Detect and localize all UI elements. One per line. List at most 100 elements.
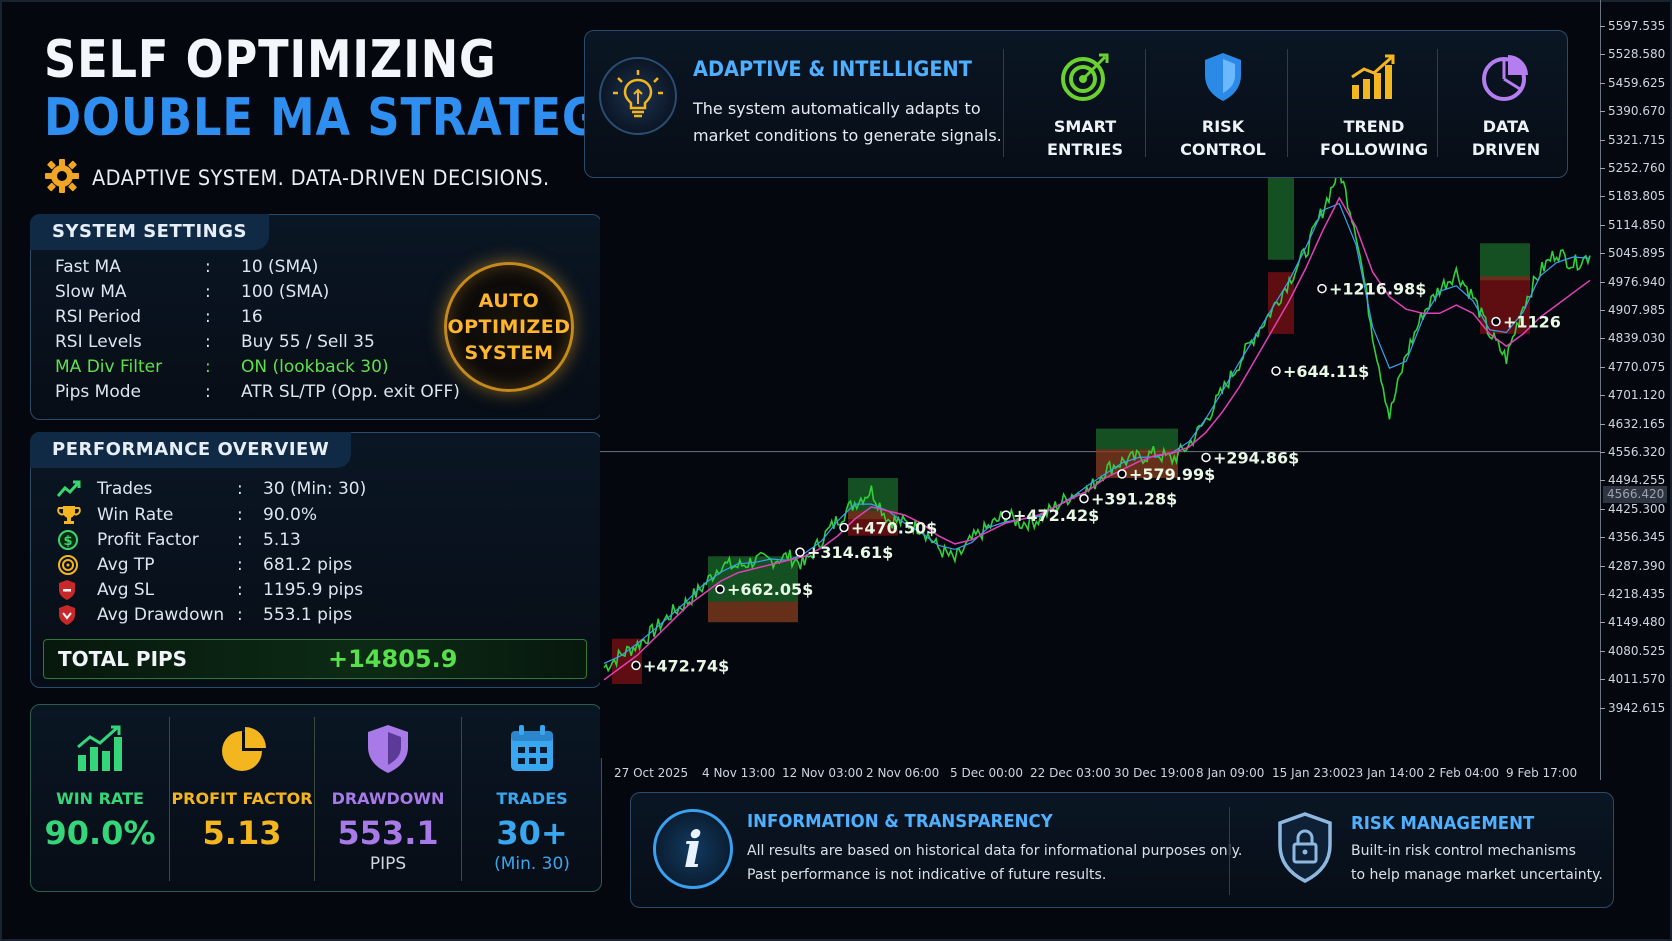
perf-sep: :	[237, 555, 243, 575]
price-tick-label: 5528.580	[1608, 47, 1666, 62]
divider	[1003, 49, 1004, 157]
setting-key: RSI Period	[55, 307, 142, 327]
feature-label: RISK CONTROL	[1180, 115, 1266, 161]
risk-line: to help manage market uncertainty.	[1351, 867, 1603, 883]
price-axis: 5597.535 5528.580 5459.625 5390.670 5321.715…	[1600, 0, 1672, 780]
page-subtitle: ADAPTIVE SYSTEM. DATA-DRIVEN DECISIONS.	[44, 158, 589, 198]
date-tick-label: 4 Nov 13:00	[702, 766, 776, 780]
trade-profit-label: +314.61$	[807, 543, 893, 562]
dollar-icon: $	[57, 529, 97, 551]
trade-profit-label: +391.28$	[1091, 490, 1177, 509]
perf-value: 5.13	[263, 530, 301, 550]
price-chart[interactable]: +472.74$ +662.05$ +314.61$ +470.50$ +472.42$…	[600, 178, 1600, 758]
stat-label: DRAWDOWN	[331, 789, 445, 808]
info-line: Past performance is not indicative of fu…	[747, 867, 1107, 883]
shield-icon	[364, 723, 412, 779]
price-tick-mark	[1600, 82, 1605, 84]
trade-marker	[1001, 510, 1011, 520]
stat-win-rate: WIN RATE 90.0%	[31, 705, 169, 893]
feature-label: SMART ENTRIES	[1047, 115, 1123, 161]
stat-label: TRADES	[496, 789, 568, 808]
perf-value: 90.0%	[263, 505, 318, 525]
perf-value: 1195.9 pips	[263, 580, 364, 600]
price-tick-label: 4907.985	[1608, 303, 1666, 317]
perf-value: 553.1 pips	[263, 605, 353, 625]
trade-profit-label: +294.86$	[1213, 448, 1299, 467]
subtitle-text: ADAPTIVE SYSTEM. DATA-DRIVEN DECISIONS.	[92, 166, 550, 190]
auto-optimized-badge: AUTO OPTIMIZED SYSTEM	[444, 262, 574, 392]
feature-data-driven: DATA DRIVEN	[1451, 51, 1561, 161]
trade-zone	[1268, 178, 1294, 260]
setting-key: Pips Mode	[55, 382, 141, 402]
setting-row: Pips Mode : ATR SL/TP (Opp. exit OFF)	[55, 382, 460, 402]
price-tick-label: 4976.940	[1608, 274, 1666, 289]
stat-label: WIN RATE	[56, 789, 144, 808]
date-tick-label: 23 Jan 14:00	[1348, 766, 1424, 780]
setting-row: MA Div Filter : ON (lookback 30)	[55, 357, 389, 377]
price-tick-mark	[1600, 224, 1605, 226]
svg-text:$: $	[63, 534, 72, 549]
bar-chart-icon	[74, 723, 126, 779]
info-title: INFORMATION & TRANSPARENCY	[747, 811, 1053, 832]
price-tick-mark	[1600, 537, 1605, 539]
setting-value: 10 (SMA)	[241, 257, 319, 277]
price-tick-mark	[1600, 565, 1605, 567]
feature-trend-following: TREND FOLLOWING	[1309, 51, 1439, 161]
stat-value: 90.0%	[44, 814, 156, 852]
total-pips-label: TOTAL PIPS	[58, 647, 188, 671]
setting-key: Slow MA	[55, 282, 127, 302]
price-tick-label: 5597.535	[1608, 19, 1666, 33]
perf-row: Avg SL : 1195.9 pips	[57, 579, 363, 601]
date-tick-label: 12 Nov 03:00	[782, 766, 863, 780]
price-tick-label: 4839.030	[1608, 331, 1666, 346]
price-tick-label: 5390.670	[1608, 104, 1666, 119]
setting-key: MA Div Filter	[55, 357, 163, 377]
trade-marker	[1201, 452, 1211, 463]
date-axis: 27 Oct 2025 4 Nov 13:00 12 Nov 03:00 2 Nov …	[604, 760, 1600, 780]
price-tick-mark	[1600, 26, 1605, 27]
perf-key: Profit Factor	[97, 530, 199, 550]
divider	[1437, 49, 1438, 157]
trade-zone	[708, 601, 798, 623]
price-tick-mark	[1600, 111, 1605, 113]
price-tick-label: 4701.120	[1608, 388, 1666, 403]
perf-sep: :	[237, 479, 243, 499]
price-tick-mark	[1600, 480, 1605, 482]
price-tick-mark	[1600, 310, 1605, 311]
feature-label-line: ENTRIES	[1047, 140, 1123, 159]
trade-profit-label: +662.05$	[727, 580, 813, 599]
divider	[314, 717, 315, 881]
perf-sep: :	[237, 605, 243, 625]
stat-sub: PIPS	[369, 854, 407, 874]
price-tick-label: 4149.480	[1608, 615, 1666, 630]
price-tick-label: 5045.895	[1608, 246, 1666, 261]
perf-row: $ Profit Factor : 5.13	[57, 529, 301, 551]
stat-trades: TRADES 30+ (Min. 30)	[462, 705, 602, 893]
setting-sep: :	[205, 332, 211, 352]
divider	[1145, 49, 1146, 157]
settings-title: SYSTEM SETTINGS	[30, 214, 269, 250]
date-tick-label: 9 Feb 17:00	[1506, 766, 1578, 780]
stat-sub: (Min. 30)	[494, 854, 570, 874]
pie-chart-icon	[216, 723, 268, 779]
setting-value: ATR SL/TP (Opp. exit OFF)	[241, 382, 460, 402]
banner-description: The system automatically adapts to marke…	[693, 95, 1003, 149]
feature-label-line: RISK	[1201, 117, 1245, 136]
perf-key: Avg TP	[97, 555, 155, 575]
date-tick-label: 2 Feb 04:00	[1428, 766, 1500, 780]
date-tick-label: 27 Oct 2025	[614, 766, 689, 780]
feature-label-line: DRIVEN	[1471, 140, 1541, 159]
setting-sep: :	[205, 382, 211, 402]
info-icon: i	[653, 809, 733, 889]
trade-marker	[1317, 283, 1327, 294]
feature-smart-entries: SMART ENTRIES	[1025, 51, 1145, 161]
risk-title: RISK MANAGEMENT	[1351, 813, 1535, 834]
price-tick-label: 4556.320	[1608, 445, 1666, 459]
performance-title: PERFORMANCE OVERVIEW	[30, 432, 352, 468]
price-tick-mark	[1600, 650, 1605, 652]
date-tick-label: 22 Dec 03:00	[1030, 766, 1111, 780]
perf-row: Win Rate : 90.0%	[57, 504, 317, 526]
price-tick-mark	[1600, 707, 1605, 709]
trade-marker	[715, 584, 725, 594]
price-tick-mark	[1600, 196, 1605, 198]
